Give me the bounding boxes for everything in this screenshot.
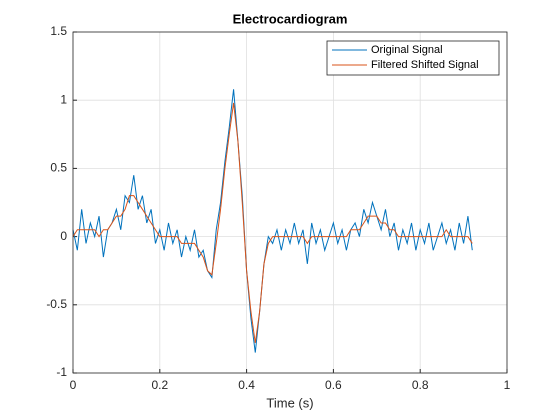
- chart-title: Electrocardiogram: [233, 11, 348, 26]
- axes-box: [72, 31, 508, 374]
- x-tick-label: 0.6: [325, 378, 342, 392]
- x-tick-label: 1: [504, 378, 511, 392]
- x-tick-label: 0: [70, 378, 77, 392]
- x-tick-label: 0.2: [151, 378, 168, 392]
- y-tick-label: -1: [56, 365, 67, 379]
- y-tick-label: -0.5: [46, 297, 67, 311]
- legend-box: [326, 40, 500, 76]
- y-tick-label: 0: [60, 229, 67, 243]
- legend-label: Original Signal: [371, 44, 443, 56]
- y-tick-label: 1.5: [50, 24, 67, 38]
- y-tick-label: 1: [60, 92, 67, 106]
- x-axis-label: Time (s): [266, 395, 313, 410]
- y-tick-label: 0.5: [50, 161, 67, 175]
- plot-area: [73, 32, 507, 373]
- x-tick-label: 0.8: [412, 378, 429, 392]
- x-tick-label: 0.4: [238, 378, 255, 392]
- series-line: [72, 102, 473, 344]
- legend-label: Filtered Shifted Signal: [371, 59, 479, 71]
